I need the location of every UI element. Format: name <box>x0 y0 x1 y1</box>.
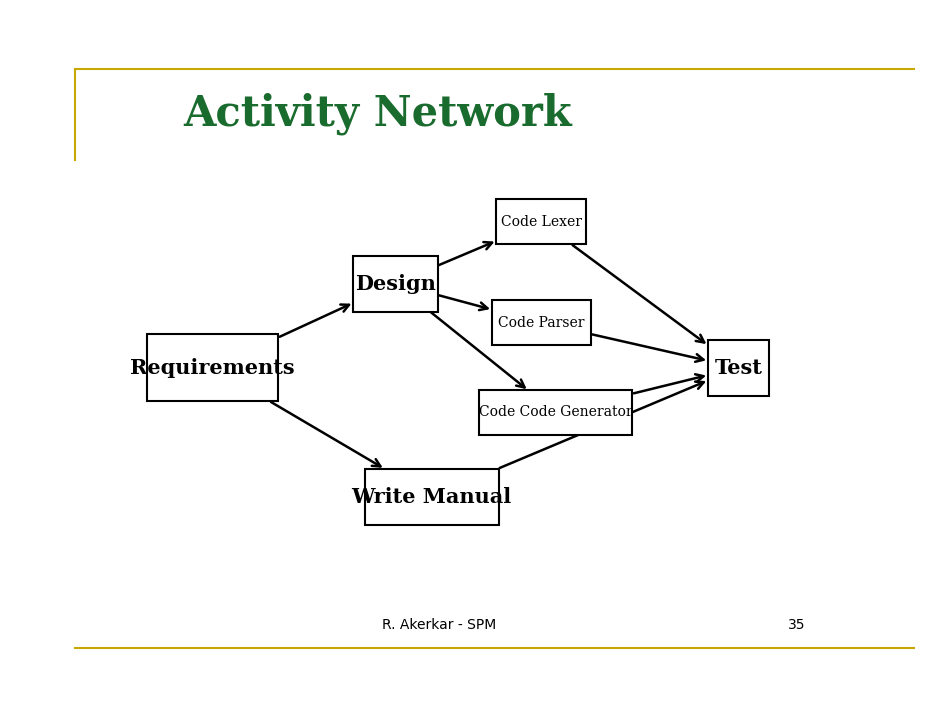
FancyBboxPatch shape <box>479 390 632 435</box>
Text: 35: 35 <box>788 619 805 633</box>
Text: Write Manual: Write Manual <box>351 486 512 507</box>
Text: Code Lexer: Code Lexer <box>501 215 581 229</box>
Text: R. Akerkar - SPM: R. Akerkar - SPM <box>382 619 496 633</box>
FancyBboxPatch shape <box>365 469 499 525</box>
Text: Test: Test <box>714 357 762 378</box>
FancyBboxPatch shape <box>495 199 587 245</box>
FancyBboxPatch shape <box>147 334 279 401</box>
Text: Requirements: Requirements <box>130 357 295 378</box>
Text: Code Code Generator: Code Code Generator <box>479 405 633 419</box>
FancyBboxPatch shape <box>353 256 437 312</box>
FancyBboxPatch shape <box>707 339 769 396</box>
FancyBboxPatch shape <box>492 301 591 345</box>
Text: Activity Network: Activity Network <box>184 92 572 135</box>
Text: Design: Design <box>355 274 435 293</box>
Text: Code Parser: Code Parser <box>498 316 584 330</box>
